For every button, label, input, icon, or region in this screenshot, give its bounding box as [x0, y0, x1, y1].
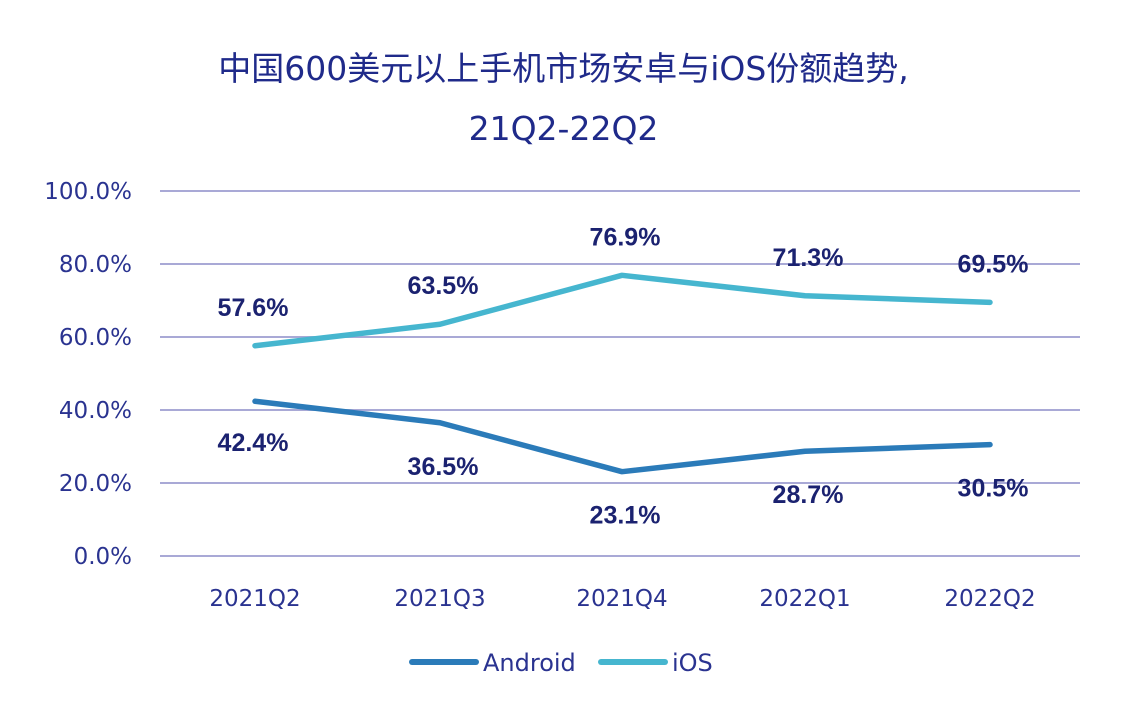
legend-label-ios: iOS [672, 649, 713, 677]
legend-label-android: Android [483, 649, 576, 677]
legend: Android iOS [409, 649, 713, 677]
series-line-ios [252, 272, 993, 349]
data-label-android: 30.5% [958, 475, 1029, 503]
y-tick-label: 60.0% [59, 325, 132, 351]
data-label-ios: 69.5% [958, 250, 1029, 278]
x-tick-label: 2021Q3 [394, 586, 485, 612]
data-label-android: 28.7% [773, 481, 844, 509]
chart-title: 中国600美元以上手机市场安卓与iOS份额趋势, [218, 49, 909, 88]
x-tick-label: 2021Q4 [576, 586, 667, 612]
data-label-android: 36.5% [408, 453, 479, 481]
x-tick-label: 2022Q2 [944, 586, 1035, 612]
gridlines [160, 190, 1080, 557]
y-tick-label: 20.0% [59, 471, 132, 497]
x-tick-label: 2022Q1 [759, 586, 850, 612]
series-line-android [252, 398, 993, 475]
data-label-android: 42.4% [218, 429, 289, 457]
data-labels: 42.4% 36.5% 23.1% 28.7% 30.5% 57.6% 63.5% 76.9%… [218, 223, 1029, 529]
data-label-ios: 63.5% [408, 272, 479, 300]
x-tick-label: 2021Q2 [209, 586, 300, 612]
y-tick-label: 0.0% [74, 544, 132, 570]
data-label-ios: 57.6% [218, 294, 289, 322]
y-axis-ticks: 0.0% 20.0% 40.0% 60.0% 80.0% 100.0% [44, 179, 132, 570]
data-label-android: 23.1% [590, 502, 661, 530]
y-tick-label: 100.0% [44, 179, 132, 205]
y-tick-label: 40.0% [59, 398, 132, 424]
y-tick-label: 80.0% [59, 252, 132, 278]
x-axis-ticks: 2021Q2 2021Q3 2021Q4 2022Q1 2022Q2 [209, 586, 1035, 612]
series-lines [252, 272, 993, 475]
data-label-ios: 76.9% [590, 223, 661, 251]
chart-subtitle: 21Q2-22Q2 [468, 109, 659, 148]
data-label-ios: 71.3% [773, 244, 844, 272]
